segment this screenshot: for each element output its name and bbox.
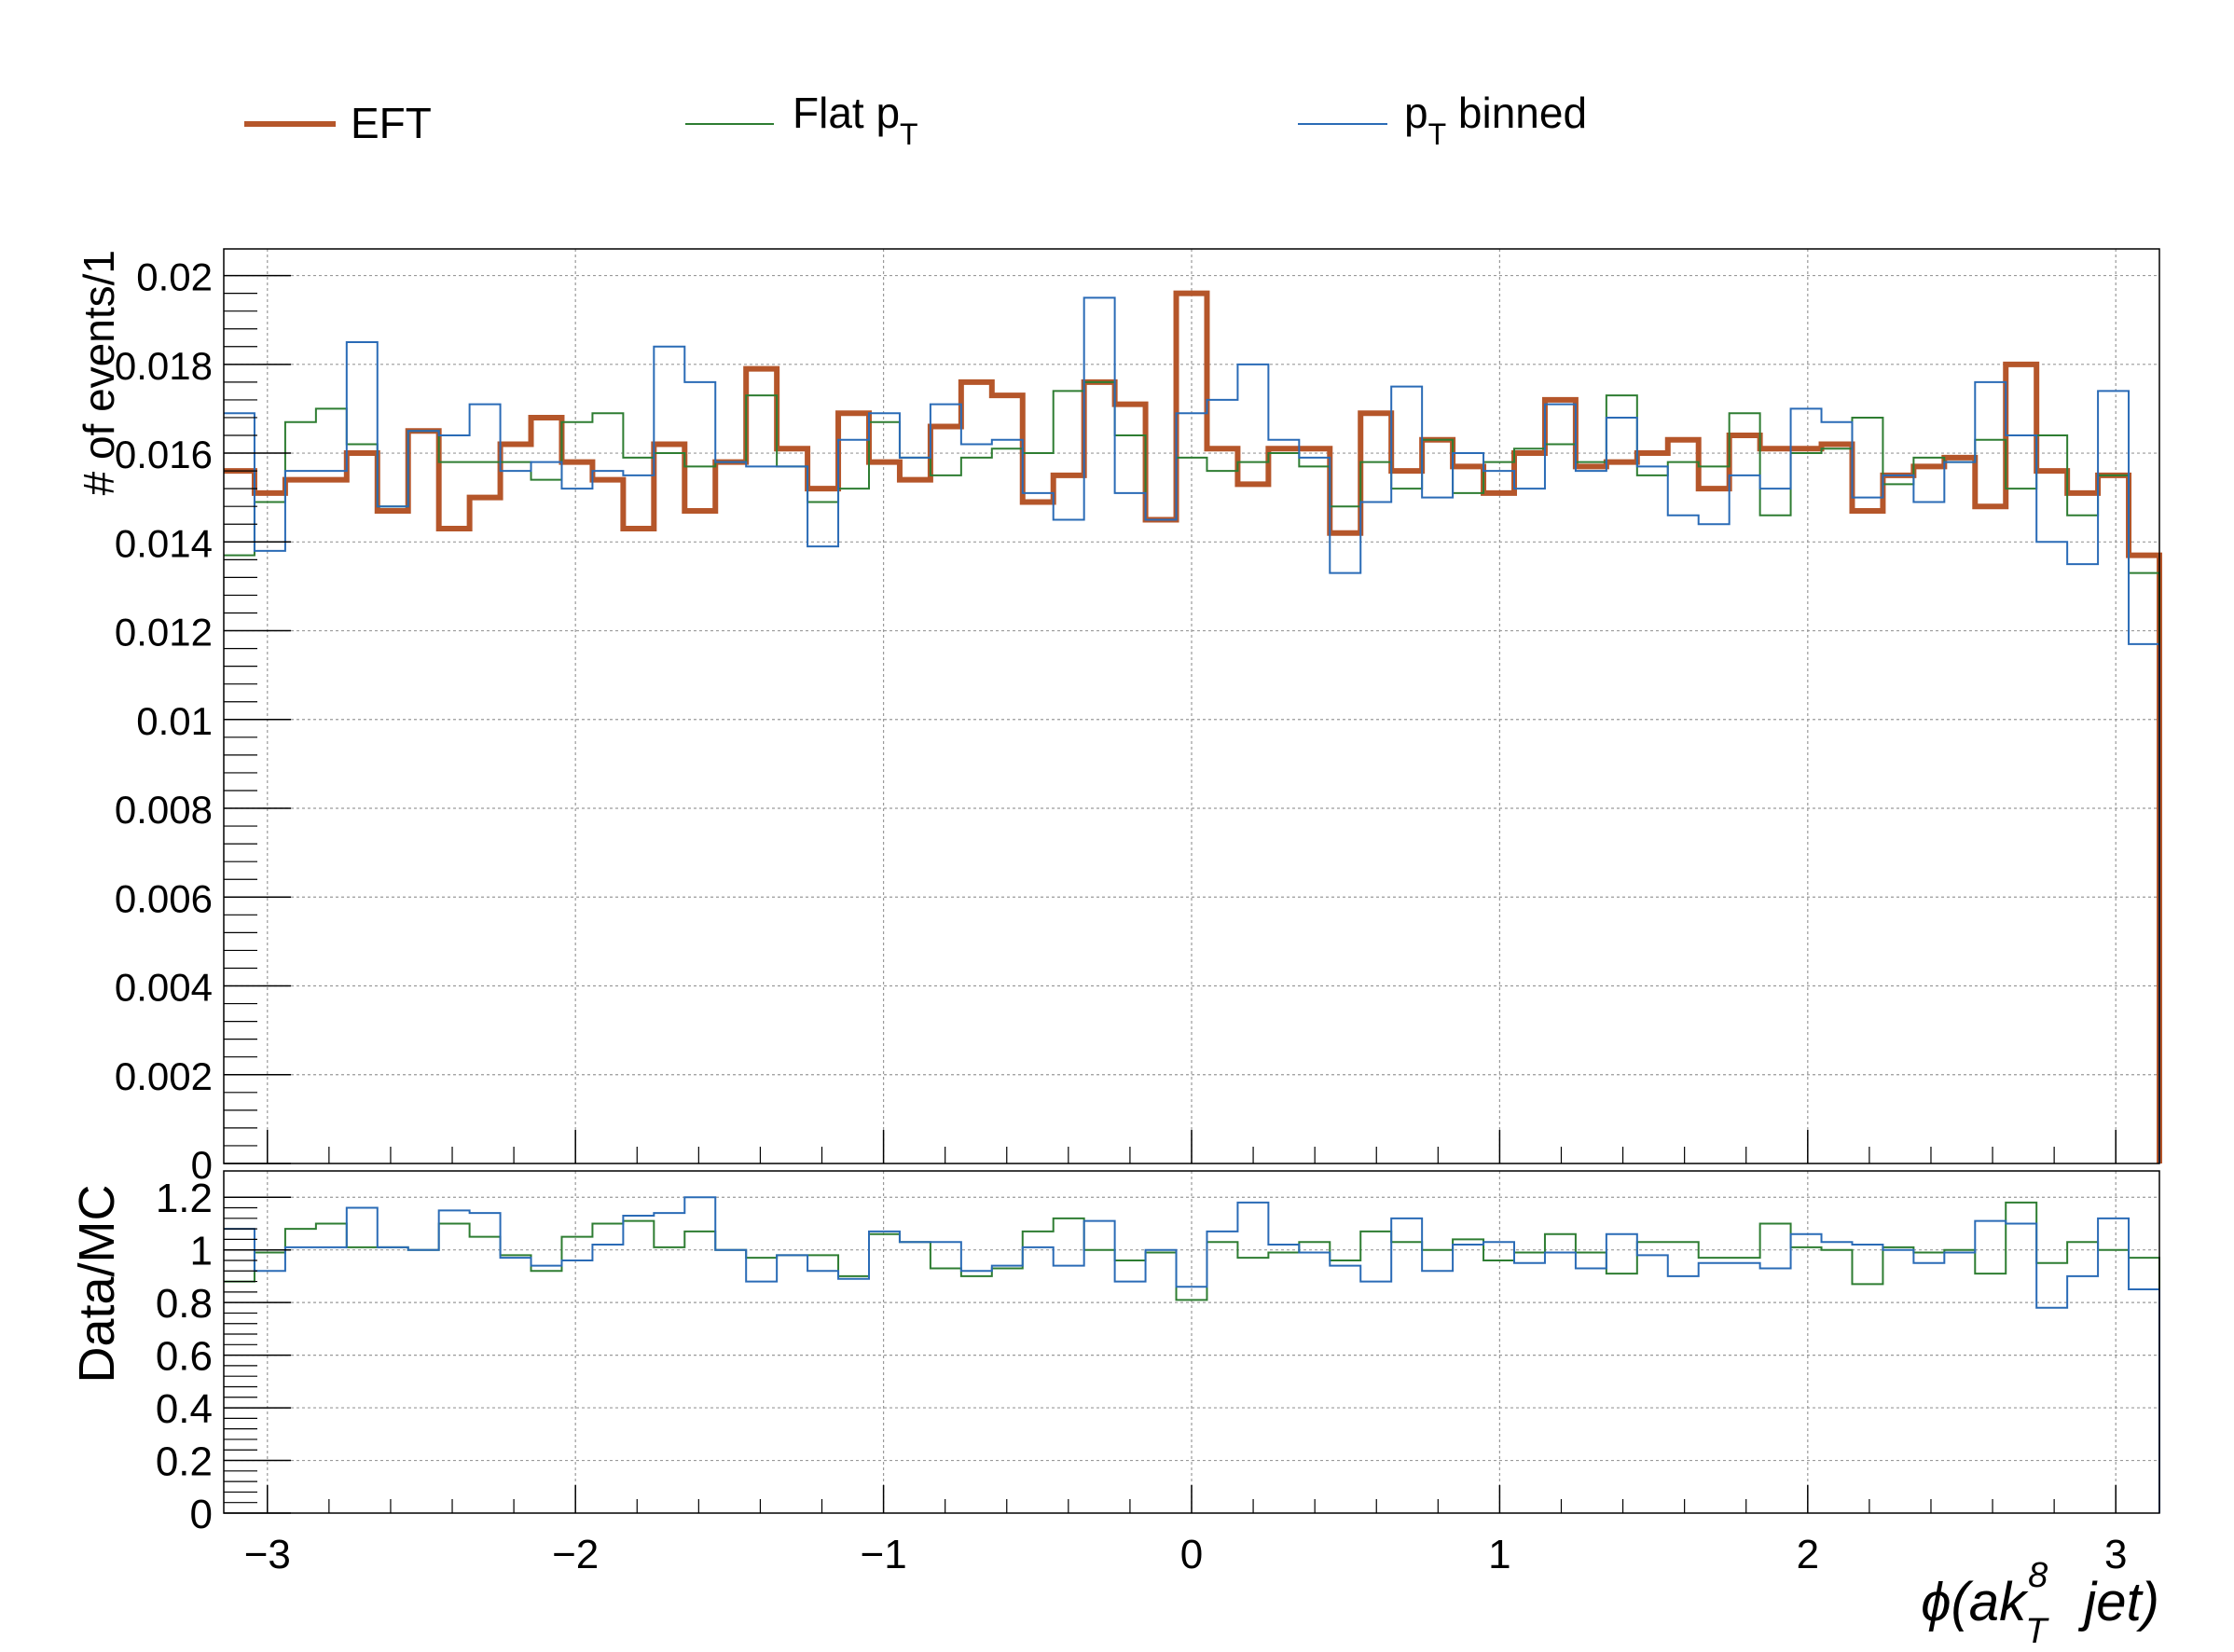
x-axis-label-main: ϕ(ak: [1921, 1572, 2029, 1632]
ratio-y-axis-label: Data/MC: [69, 1184, 125, 1383]
y-tick-label: 0.8: [156, 1281, 213, 1327]
y-tick-label: 0.004: [115, 966, 213, 1010]
legend-eft-label: EFT: [351, 99, 432, 147]
y-tick-label: 1.2: [156, 1176, 213, 1221]
series-line-flat-p-t: [224, 380, 2160, 1163]
y-tick-label: 0.6: [156, 1334, 213, 1380]
main-axes: [223, 248, 2160, 1164]
x-tick-label: −3: [244, 1532, 291, 1577]
legend-binned-suffix: binned: [1446, 89, 1587, 137]
main-series: [224, 290, 2162, 1163]
x-axis-label-sup: 8: [2028, 1556, 2048, 1595]
x-axis-label-tail: jet): [2077, 1572, 2159, 1632]
y-tick-label: 0.02: [136, 255, 213, 299]
legend-binned-text: p: [1404, 89, 1428, 137]
ratio-series: [224, 1196, 2160, 1513]
ratio-axes: [223, 1170, 2160, 1514]
series-line-p-t-binned: [224, 1196, 2160, 1513]
y-tick-label: 0.002: [115, 1054, 213, 1098]
series-line-p-t-binned: [224, 296, 2160, 1163]
y-tick-label: 0.014: [115, 521, 213, 565]
x-tick-label: −1: [861, 1532, 907, 1577]
y-tick-label: 0: [190, 1492, 213, 1537]
y-tick-label: 0.012: [115, 611, 213, 654]
x-tick-label: 1: [1488, 1532, 1510, 1577]
y-tick-label: 0.018: [115, 344, 213, 388]
x-tick-label: 0: [1180, 1532, 1203, 1577]
y-tick-label: 0.4: [156, 1386, 213, 1432]
legend-binned-label: pT binned: [1404, 89, 1587, 151]
y-tick-label: 0.008: [115, 788, 213, 832]
x-tick-label: 2: [1797, 1532, 1819, 1577]
main-y-tick-labels: 0 0.002 0.004 0.006 0.008 0.01 0.012 0.014 0.016…: [115, 255, 213, 1187]
y-tick-label: 1: [190, 1229, 213, 1274]
main-panel: 0 0.002 0.004 0.006 0.008 0.01 0.012 0.014 0.016…: [75, 248, 2162, 1187]
y-tick-label: 0.01: [136, 699, 213, 743]
legend-flat-text: Flat p: [793, 89, 900, 137]
y-tick-label: 0.006: [115, 876, 213, 920]
ratio-y-tick-labels: 0 0.2 0.4 0.6 0.8 1 1.2: [156, 1176, 213, 1537]
x-tick-label: 3: [2104, 1532, 2127, 1577]
y-tick-label: 0.2: [156, 1439, 213, 1485]
ratio-grid: [224, 1171, 2159, 1513]
x-axis-label-sub: T: [2025, 1612, 2049, 1651]
main-y-axis-label: # of events/1: [75, 250, 123, 495]
x-tick-labels: −3 −2 −1 0 1 2 3: [244, 1532, 2128, 1577]
y-tick-label: 0: [191, 1143, 213, 1187]
ratio-panel: 0 0.2 0.4 0.6 0.8 1 1.2 −3 −2 −1 0 1 2 3 Data/MC ϕ(a…: [69, 1170, 2160, 1651]
x-tick-label: −2: [552, 1532, 599, 1577]
plot-frame: [223, 248, 2160, 1164]
y-tick-label: 0.016: [115, 433, 213, 476]
legend-binned-sub: T: [1428, 117, 1447, 151]
main-grid: [224, 249, 2159, 1163]
legend-flat-label: Flat pT: [793, 89, 918, 151]
legend: EFT Flat pT pT binned: [244, 89, 1587, 151]
legend-flat-sub: T: [900, 117, 918, 151]
